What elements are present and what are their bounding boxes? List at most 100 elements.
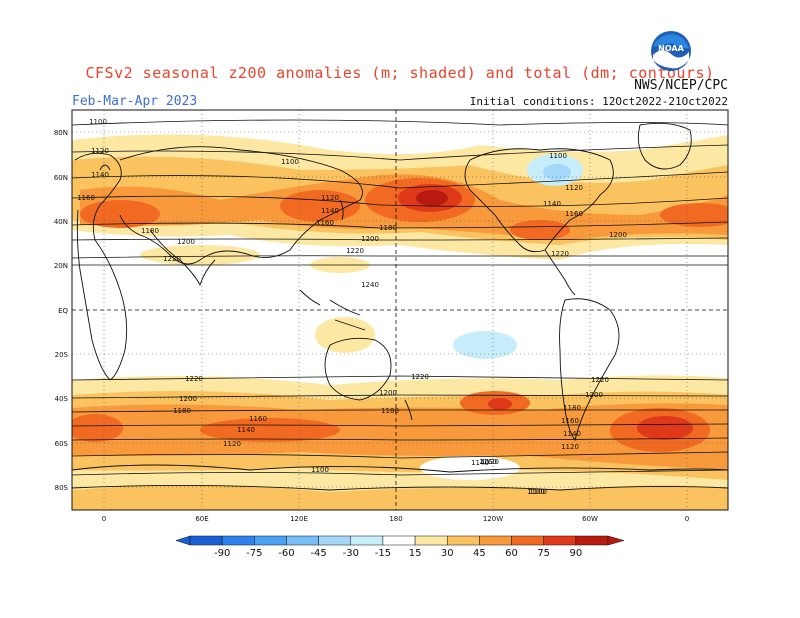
colorbar-swatch <box>286 535 319 546</box>
contour-label: 1200 <box>361 235 379 243</box>
contour-label: 1180 <box>141 227 159 235</box>
contour-label: 1180 <box>173 407 191 415</box>
lat-label: 40N <box>54 218 68 226</box>
colorbar-tick: -75 <box>246 548 262 559</box>
lat-label: 80N <box>54 129 68 137</box>
contour-label: 1100 <box>549 152 567 160</box>
colorbar-tick: 60 <box>505 548 518 559</box>
contour-label: 1200 <box>609 231 627 239</box>
contour-label: 1220 <box>551 250 569 258</box>
colorbar-tick: -60 <box>278 548 294 559</box>
contour-label: 1200 <box>585 391 603 399</box>
contour-label: 1180 <box>381 407 399 415</box>
colorbar-tick: -45 <box>310 548 326 559</box>
lon-label: 60E <box>195 515 208 523</box>
colorbar-swatch <box>543 535 577 546</box>
lat-label: 40S <box>55 395 69 403</box>
contour-label: 1180 <box>563 404 581 412</box>
contour-label: 1120 <box>321 194 339 202</box>
contour-label: 1160 <box>561 417 579 425</box>
contour-label: 1220 <box>163 255 181 263</box>
contour-label: 1120 <box>481 458 499 466</box>
contour-label: 1100 <box>311 466 329 474</box>
contour-label: 1140 <box>321 207 339 215</box>
contour-label: 1220 <box>346 247 364 255</box>
season-label: Feb-Mar-Apr 2023 <box>72 94 198 109</box>
colorbar-tick: -30 <box>343 548 359 559</box>
latitude-axis: 80N 60N 40N 20N EQ 20S 40S 60S 80S <box>54 129 69 492</box>
noaa-logo: NOAA <box>650 30 692 72</box>
lat-label: 20N <box>54 262 68 270</box>
contour-label: 1100 <box>89 118 107 126</box>
reference-lines <box>72 110 728 510</box>
lon-label: 0 <box>685 515 689 523</box>
contour-label: 1100 <box>529 488 547 496</box>
lon-label: 0 <box>102 515 106 523</box>
colorbar-swatch <box>479 535 512 546</box>
contour-label: 1220 <box>591 376 609 384</box>
contour-label: 1140 <box>563 430 581 438</box>
coastlines <box>72 122 728 491</box>
contour-label: 1140 <box>471 459 489 467</box>
colorbar-tick: 15 <box>409 548 422 559</box>
colorbar-tick: 90 <box>569 548 582 559</box>
lat-label: 60N <box>54 174 68 182</box>
contour-label: 1220 <box>185 375 203 383</box>
contour-label: 1100 <box>527 488 545 496</box>
contour-label: 1120 <box>561 443 579 451</box>
contour-label: 1180 <box>379 224 397 232</box>
lon-label: 180 <box>389 515 402 523</box>
contour-label: 1140 <box>91 171 109 179</box>
contour-label: 1120 <box>223 440 241 448</box>
lat-label: 80S <box>55 484 69 492</box>
contour-label: 1200 <box>179 395 197 403</box>
lon-label: 120E <box>290 515 308 523</box>
colorbar-swatch <box>318 535 352 546</box>
colorbar-swatch <box>511 535 544 546</box>
lon-label: 120W <box>483 515 503 523</box>
agency-label: NWS/NCEP/CPC <box>634 78 728 93</box>
contour-label: 1120 <box>565 184 583 192</box>
lat-label: 20S <box>55 351 69 359</box>
colorbar: -90 -75 -60 -45 -30 -15 15 30 45 60 75 90 <box>175 535 625 559</box>
contour-label: 1160 <box>249 415 267 423</box>
colorbar-tick: -15 <box>375 548 391 559</box>
logo-text: NOAA <box>658 44 684 53</box>
contour-label: 1240 <box>361 281 379 289</box>
lon-label: 60W <box>582 515 598 523</box>
contour-label: 1120 <box>91 147 109 155</box>
colorbar-tick: -90 <box>214 548 230 559</box>
contour-label: 1160 <box>77 194 95 202</box>
colorbar-arrow-right <box>607 535 625 546</box>
lat-label: EQ <box>58 307 68 315</box>
colorbar-swatch <box>350 535 384 546</box>
height-contours <box>72 119 728 476</box>
contour-label: 1160 <box>479 458 497 466</box>
colorbar-swatch <box>575 535 609 546</box>
colorbar-swatch <box>446 535 480 546</box>
colorbar-swatch <box>189 535 223 546</box>
colorbar-tick: 30 <box>441 548 454 559</box>
longitude-axis: 0 60E 120E 180 120W 60W 0 <box>102 515 689 523</box>
chart-title: CFSv2 seasonal z200 anomalies (m; shaded… <box>85 64 715 82</box>
contour-label: 1160 <box>316 219 334 227</box>
colorbar-swatch <box>382 535 416 546</box>
map-frame <box>71 109 729 511</box>
contour-label: 1200 <box>379 389 397 397</box>
colorbar-swatch <box>221 535 255 546</box>
initial-conditions-label: Initial conditions: 12Oct2022-21Oct2022 <box>469 95 728 108</box>
lat-label: 60S <box>55 440 69 448</box>
contour-label: 1160 <box>565 210 583 218</box>
colorbar-tick: 75 <box>537 548 550 559</box>
contour-label: 1140 <box>543 200 561 208</box>
colorbar-arrow-left <box>175 535 191 546</box>
map-panel: 1100112011401160118012001220110011201140… <box>72 110 728 510</box>
colorbar-swatch <box>254 535 287 546</box>
contour-label: 1200 <box>177 238 195 246</box>
colorbar-swatch <box>414 535 448 546</box>
contour-label-group: 1100112011401160118012001220110011201140… <box>77 118 627 496</box>
contour-label: 1140 <box>237 426 255 434</box>
contour-label: 1220 <box>411 373 429 381</box>
colorbar-tick: 45 <box>473 548 486 559</box>
